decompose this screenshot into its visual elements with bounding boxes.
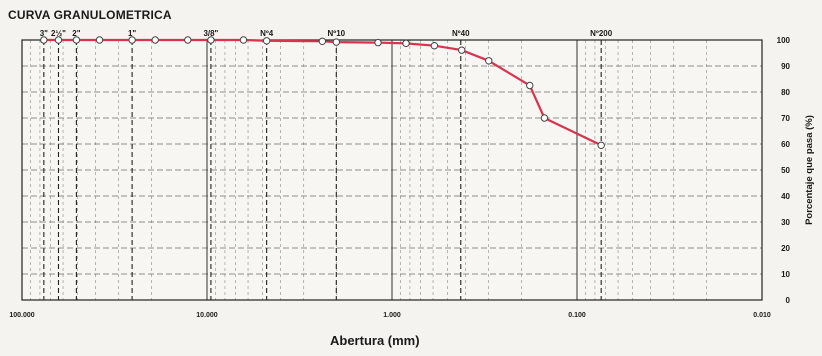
plot-frame (21, 39, 763, 301)
data-point (54, 36, 63, 44)
sieve-label: Nº4 (260, 29, 274, 38)
data-point (402, 39, 410, 48)
y-tick-label: 0 (786, 296, 791, 305)
y-tick-label: 10 (781, 270, 790, 279)
data-point (184, 36, 192, 44)
data-point (457, 46, 466, 54)
sieve-label: 2½" (51, 29, 66, 38)
x-tick-label: 100.000 (9, 312, 34, 319)
sieve-label: Nº40 (452, 29, 470, 38)
data-point (95, 36, 104, 44)
data-point (485, 57, 493, 65)
sieve-label: 3/8" (203, 29, 218, 38)
y-tick-label: 50 (781, 166, 790, 175)
y-tick-label: 30 (781, 218, 790, 227)
data-point (128, 36, 136, 44)
x-tick-label: 0.010 (753, 312, 771, 319)
data-point (430, 42, 439, 50)
sieve-label: Nº10 (328, 29, 346, 38)
y-tick-label: 40 (781, 192, 790, 201)
data-point (540, 114, 549, 122)
y-tick-label: 100 (777, 36, 791, 45)
y-axis-label: Porcentaje que pasa (%) (804, 115, 815, 225)
y-tick-label: 60 (781, 140, 790, 149)
y-tick-label: 20 (781, 244, 790, 253)
data-point (526, 81, 534, 90)
data-point (332, 38, 341, 46)
data-point (318, 37, 327, 45)
data-point (151, 36, 159, 44)
sieve-label: Nº200 (590, 29, 613, 38)
sieve-label: 3" (40, 29, 48, 38)
data-point (72, 36, 81, 44)
x-tick-label: 1.000 (383, 312, 401, 319)
data-point (597, 141, 605, 150)
y-tick-label: 90 (781, 62, 790, 71)
data-point (374, 38, 382, 47)
sieve-label: 1" (128, 29, 136, 38)
data-point (40, 36, 48, 44)
x-tick-label: 10.000 (196, 312, 218, 319)
y-tick-label: 80 (781, 88, 790, 97)
x-axis-label: Abertura (mm) (330, 333, 420, 348)
data-point (207, 36, 215, 44)
gradation-curve-line (43, 38, 602, 147)
data-point (239, 36, 248, 44)
y-tick-label: 70 (781, 114, 790, 123)
chart-title: CURVA GRANULOMETRICA (8, 8, 172, 22)
sieve-label: 2" (72, 29, 80, 38)
data-point (262, 37, 271, 45)
x-tick-label: 0.100 (568, 312, 586, 319)
